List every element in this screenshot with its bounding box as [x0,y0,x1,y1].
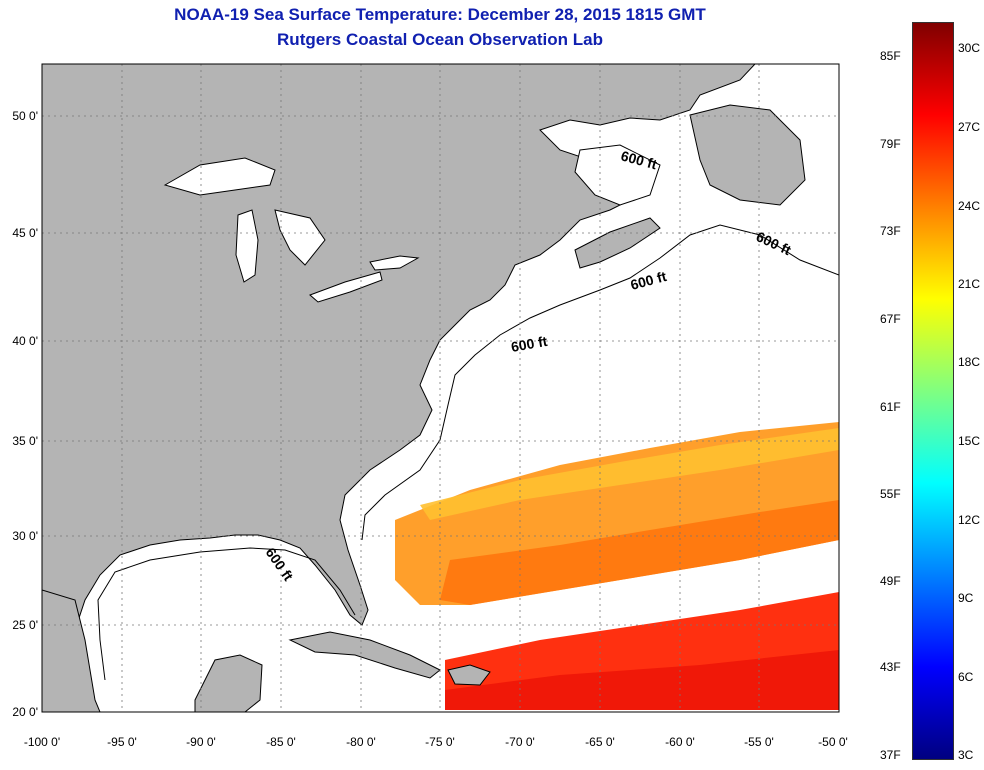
colorbar-c-tick: 30C [958,41,981,55]
sst-swath-north-cool [420,428,839,520]
colorbar-c-tick: 3C [958,748,974,762]
lat-tick-label: 30 0' [12,529,38,543]
lon-tick-label: -55 0' [744,735,774,749]
map-frame [41,63,840,713]
lake-erie [309,271,383,303]
lon-tick-label: -70 0' [505,735,535,749]
lon-tick-label: -60 0' [665,735,695,749]
lon-tick-label: -90 0' [186,735,216,749]
lake-huron [274,209,326,266]
colorbar-f-tick: 61F [880,400,901,414]
colorbar-c-tick: 24C [958,199,981,213]
colorbar-c-tick: 6C [958,670,974,684]
colorbar-f-tick: 43F [880,660,901,674]
lat-tick-label: 45 0' [12,226,38,240]
contour-label: 600 ft [510,333,549,355]
longitude-axis: -100 0' -95 0' -90 0' -85 0' -80 0' -75 … [24,735,848,749]
colorbar-c-tick: 9C [958,591,974,605]
map-title: NOAA-19 Sea Surface Temperature: Decembe… [174,5,706,24]
sst-swath-south-hot [445,650,839,710]
land-yucatan [194,654,263,712]
land-mexico [42,589,101,712]
lon-tick-label: -85 0' [266,735,296,749]
land-north-america [42,64,756,712]
lat-tick-label: 50 0' [12,109,38,123]
colorbar-f-tick: 79F [880,137,901,151]
colorbar-f-tick: 73F [880,224,901,238]
colorbar-c-tick: 27C [958,120,981,134]
land-newfoundland [689,104,806,206]
isobath-600ft-gulf [97,547,356,681]
colorbar-f-tick: 85F [880,49,901,63]
lake-superior [163,157,276,196]
colorbar-f-tick: 49F [880,574,901,588]
colorbar-c-tick: 12C [958,513,981,527]
lon-tick-label: -100 0' [24,735,60,749]
map-subtitle: Rutgers Coastal Ocean Observation Lab [277,30,603,49]
lon-tick-label: -50 0' [818,735,848,749]
colorbar-c-tick: 18C [958,355,981,369]
temperature-colorbar [912,22,954,760]
lon-tick-label: -75 0' [425,735,455,749]
lat-tick-label: 25 0' [12,618,38,632]
lake-michigan [235,209,259,283]
lake-ontario [369,255,420,271]
land-cuba [288,631,441,679]
lon-tick-label: -80 0' [346,735,376,749]
lat-tick-label: 40 0' [12,334,38,348]
land-hispaniola [447,664,491,686]
colorbar-c-tick: 15C [958,434,981,448]
colorbar-f-tick: 67F [880,312,901,326]
cloud-gap [470,552,839,640]
lat-tick-label: 35 0' [12,434,38,448]
gulf-st-lawrence [574,144,661,206]
colorbar-f-tick: 55F [880,487,901,501]
lon-tick-label: -65 0' [585,735,615,749]
lat-tick-label: 20 0' [12,705,38,719]
latitude-axis: 50 0' 45 0' 40 0' 35 0' 30 0' 25 0' 20 0… [12,109,38,719]
graticule [42,64,839,712]
land-nova-scotia [574,217,661,269]
lon-tick-label: -95 0' [107,735,137,749]
sst-swath-north-warm [440,500,839,605]
isobath-600ft [361,224,839,541]
colorbar-f-tick: 37F [880,748,901,762]
colorbar-c-tick: 21C [958,277,981,291]
